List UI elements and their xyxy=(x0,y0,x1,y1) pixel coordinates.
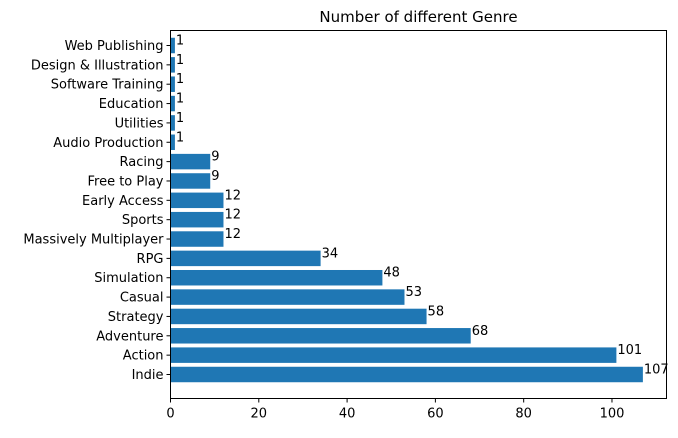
y-tick-label-7: Massively Multiplayer xyxy=(23,233,164,248)
y-tick-label-17: Web Publishing xyxy=(65,39,164,54)
data-label-16: 1 xyxy=(176,53,184,68)
bar-10 xyxy=(170,173,211,189)
data-label-15: 1 xyxy=(176,72,184,87)
data-label-6: 34 xyxy=(322,246,339,261)
plot-frame xyxy=(170,30,667,399)
y-axis: Indie Action Adventure Strategy Casual Simula… xyxy=(23,39,171,383)
bar-17 xyxy=(170,37,175,54)
x-tick-label-4: 80 xyxy=(515,407,532,422)
bar-11 xyxy=(170,153,211,170)
bar-14 xyxy=(170,95,175,112)
x-tick-label-5: 100 xyxy=(600,407,625,422)
data-label-14: 1 xyxy=(176,92,184,107)
y-tick-label-4: Casual xyxy=(120,291,164,306)
bar-2 xyxy=(170,328,471,344)
bar-7 xyxy=(170,231,224,247)
bar-13 xyxy=(170,115,175,131)
bar-12 xyxy=(170,134,175,151)
bar-6 xyxy=(170,250,321,267)
bar-15 xyxy=(170,76,175,92)
data-label-4: 53 xyxy=(405,285,422,300)
x-tick-label-2: 40 xyxy=(339,407,356,422)
x-axis: 0 20 40 60 80 100 xyxy=(166,398,625,422)
data-label-11: 9 xyxy=(211,150,219,165)
bar-4 xyxy=(170,289,405,305)
y-tick-label-5: Simulation xyxy=(94,271,163,286)
y-tick-label-1: Action xyxy=(123,349,164,364)
bar-5 xyxy=(170,269,383,286)
bar-0 xyxy=(170,366,643,383)
y-tick-label-8: Sports xyxy=(122,213,164,228)
data-label-2: 68 xyxy=(472,324,489,339)
y-tick-label-9: Early Access xyxy=(82,194,164,209)
y-tick-label-2: Adventure xyxy=(96,329,163,344)
y-tick-label-13: Utilities xyxy=(115,116,164,131)
y-tick-label-15: Software Training xyxy=(51,78,164,93)
y-tick-label-6: RPG xyxy=(137,252,164,267)
data-label-5: 48 xyxy=(383,266,400,281)
y-tick-label-10: Free to Play xyxy=(87,174,163,189)
data-label-8: 12 xyxy=(224,208,241,223)
data-label-12: 1 xyxy=(176,130,184,145)
x-tick-label-3: 60 xyxy=(427,407,444,422)
y-tick-label-14: Education xyxy=(99,97,164,112)
bar-8 xyxy=(170,211,224,228)
y-tick-label-3: Strategy xyxy=(108,310,164,325)
bar-1 xyxy=(170,347,617,363)
bar-16 xyxy=(170,57,175,73)
y-tick-label-0: Indie xyxy=(132,368,164,383)
data-label-7: 12 xyxy=(224,227,241,242)
data-label-10: 9 xyxy=(211,169,219,184)
x-tick-label-0: 0 xyxy=(166,407,174,422)
chart-title: Number of different Genre xyxy=(319,8,517,26)
data-label-9: 12 xyxy=(224,188,241,203)
y-tick-label-16: Design & Illustration xyxy=(31,58,164,73)
bar-3 xyxy=(170,308,427,325)
y-tick-label-11: Racing xyxy=(120,155,164,170)
bars-layer xyxy=(170,37,643,383)
x-tick-label-1: 20 xyxy=(251,407,268,422)
data-label-0: 107 xyxy=(644,363,669,378)
y-tick-label-12: Audio Production xyxy=(53,136,163,151)
data-label-17: 1 xyxy=(176,34,184,49)
data-label-1: 101 xyxy=(617,343,642,358)
data-label-3: 58 xyxy=(428,304,445,319)
data-label-13: 1 xyxy=(176,111,184,126)
bar-9 xyxy=(170,192,224,209)
